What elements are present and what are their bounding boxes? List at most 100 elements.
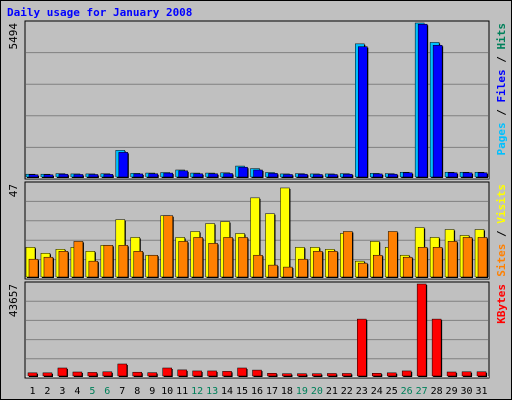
x-tick-label: 18 — [281, 386, 293, 397]
bar-files — [253, 169, 263, 178]
bar-files — [118, 152, 129, 178]
bar-sites — [358, 262, 368, 278]
x-tick-label: 25 — [386, 386, 398, 397]
x-tick-label: 9 — [149, 386, 155, 397]
bar-sites — [118, 245, 129, 278]
bar-sites — [283, 266, 293, 278]
bar-sites — [477, 237, 488, 278]
bar-sites — [103, 245, 114, 278]
bar-kbytes — [27, 372, 38, 377]
bar-sites — [133, 251, 144, 278]
bar-files — [208, 173, 218, 178]
axis-label-kbytes: KBytes — [495, 284, 508, 324]
bar-files — [163, 172, 173, 178]
bar-visits — [280, 187, 290, 278]
bar-sites — [373, 254, 383, 278]
x-tick-label: 23 — [356, 386, 368, 397]
bar-kbytes — [192, 370, 202, 377]
axis-label-part: / — [495, 224, 508, 244]
x-tick-label: 29 — [446, 386, 458, 397]
bar-files — [402, 172, 413, 178]
bar-sites — [417, 247, 428, 278]
bar-kbytes — [401, 370, 412, 377]
bar-sites — [148, 254, 158, 278]
bar-sites — [253, 254, 263, 278]
panel-frame-visits-sites — [24, 181, 490, 280]
bar-files — [103, 174, 114, 178]
x-tick-label: 6 — [104, 386, 110, 397]
bar-kbytes — [372, 373, 382, 377]
bar-files — [298, 173, 308, 178]
max-label-hits-files-pages: 5494 — [7, 23, 20, 50]
chart-title: Daily usage for January 2008 — [7, 6, 192, 19]
bar-files — [373, 173, 383, 178]
bar-files — [343, 173, 353, 178]
bar-files — [28, 174, 39, 178]
bar-sites — [328, 251, 338, 278]
x-tick-label: 16 — [251, 386, 263, 397]
bar-kbytes — [147, 372, 157, 377]
bar-sites — [462, 237, 473, 278]
axis-label-part: Files — [495, 69, 508, 102]
bar-files — [313, 174, 323, 178]
bar-files — [417, 23, 428, 178]
x-tick-label: 24 — [371, 386, 383, 397]
x-tick-label: 7 — [119, 386, 125, 397]
bar-kbytes — [222, 371, 232, 377]
bar-kbytes — [282, 373, 292, 377]
axis-label-part: / — [495, 50, 508, 70]
bar-files — [358, 46, 368, 178]
bar-kbytes — [42, 372, 53, 377]
bar-files — [148, 173, 158, 178]
max-label-visits-sites: 47 — [7, 184, 20, 197]
x-tick-label: 1 — [29, 386, 35, 397]
x-tick-label: 22 — [341, 386, 353, 397]
x-tick-label: 19 — [296, 386, 308, 397]
bar-sites — [402, 256, 413, 278]
x-tick-label: 14 — [221, 386, 233, 397]
bar-sites — [73, 241, 84, 278]
bar-files — [268, 173, 278, 178]
bar-kbytes — [431, 318, 442, 377]
x-tick-label: 17 — [266, 386, 278, 397]
x-tick-label: 2 — [44, 386, 50, 397]
bar-sites — [178, 241, 188, 278]
axis-label-part: Pages — [495, 122, 508, 155]
bar-kbytes — [476, 371, 487, 377]
bar-kbytes — [117, 363, 128, 377]
bar-kbytes — [446, 371, 457, 377]
bar-kbytes — [57, 367, 68, 377]
bar-sites — [28, 258, 39, 278]
bar-files — [328, 174, 338, 178]
bar-files — [88, 174, 99, 178]
axis-label-part: Sites — [495, 244, 508, 277]
x-tick-label: 13 — [206, 386, 218, 397]
bar-kbytes — [162, 367, 172, 377]
bar-files — [223, 173, 233, 178]
bar-kbytes — [267, 373, 277, 377]
x-tick-label: 11 — [176, 386, 188, 397]
bar-kbytes — [297, 373, 307, 377]
x-tick-label: 28 — [431, 386, 443, 397]
bar-files — [73, 174, 84, 178]
x-tick-label: 21 — [326, 386, 338, 397]
axis-label-part: Visits — [495, 184, 508, 224]
bar-sites — [193, 237, 203, 278]
bar-kbytes — [386, 372, 397, 377]
bar-files — [58, 173, 69, 178]
bar-sites — [88, 260, 99, 278]
bar-kbytes — [102, 371, 113, 377]
bar-files — [477, 172, 488, 178]
panel-frame-kbytes — [24, 281, 490, 379]
bar-sites — [387, 231, 398, 278]
bar-kbytes — [207, 370, 217, 377]
bar-sites — [343, 231, 353, 278]
x-tick-label: 8 — [134, 386, 140, 397]
x-tick-label: 4 — [74, 386, 80, 397]
bar-sites — [43, 256, 54, 278]
bar-sites — [447, 241, 458, 278]
bar-sites — [163, 215, 173, 278]
x-tick-label: 31 — [475, 386, 487, 397]
